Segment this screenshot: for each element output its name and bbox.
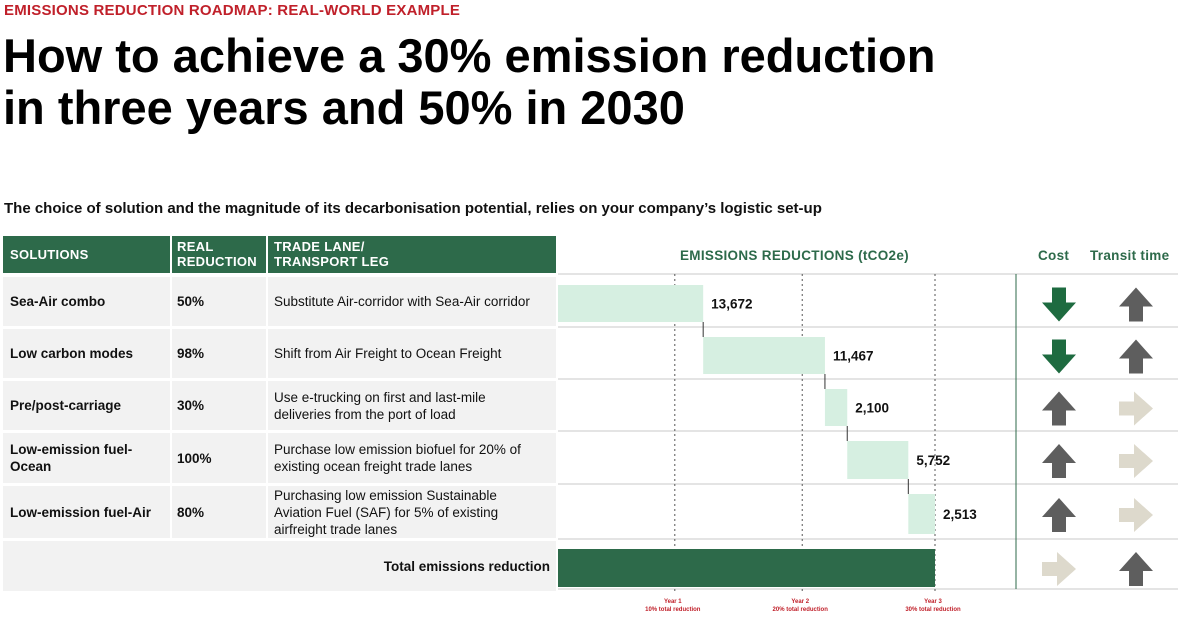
table-row: Low-emission fuel-Air 80% Purchasing low… xyxy=(3,486,556,538)
table-row: Low-emission fuel-Ocean 100% Purchase lo… xyxy=(3,433,556,483)
emissions-column-title: EMISSIONS REDUCTIONS (tCO2e) xyxy=(680,248,909,263)
header-real-reduction: REAL REDUCTION xyxy=(177,239,257,269)
header-real-reduction-line-1: REAL xyxy=(177,239,214,254)
lane-cell: Purchase low emission biofuel for 20% of… xyxy=(274,442,521,474)
column-divider xyxy=(266,433,268,483)
column-divider xyxy=(266,486,268,538)
header-divider xyxy=(266,236,268,273)
table-row: Sea-Air combo 50% Substitute Air-corrido… xyxy=(3,277,556,326)
arrow-up-icon xyxy=(1119,287,1153,322)
arrow-up-icon xyxy=(1042,498,1076,532)
milestone-note: 30% total reduction xyxy=(905,607,961,613)
bar-value-label: 5,752 xyxy=(916,453,950,468)
milestone-label: Year 1 xyxy=(664,599,682,605)
reduction-cell: 100% xyxy=(177,450,212,466)
bar-value-label: 2,513 xyxy=(943,507,977,522)
eyebrow-label: EMISSIONS REDUCTION ROADMAP: REAL-WORLD … xyxy=(4,2,461,19)
reduction-cell: 80% xyxy=(177,504,205,520)
solution-cell: Low-emission fuel-Ocean xyxy=(10,442,133,474)
table-row: Low carbon modes 98% Shift from Air Frei… xyxy=(3,329,556,378)
arrow-right-icon xyxy=(1119,444,1153,478)
column-divider xyxy=(266,329,268,378)
milestone-label: Year 3 xyxy=(924,599,942,605)
reduction-cell: 50% xyxy=(177,294,205,309)
waterfall-bar xyxy=(558,285,704,322)
column-divider xyxy=(170,433,172,483)
lane-cell: Purchasing low emission Sustainable Avia… xyxy=(274,487,499,537)
arrow-down-icon xyxy=(1042,339,1076,374)
milestone-label: Year 2 xyxy=(791,599,809,605)
waterfall-bar xyxy=(824,389,848,426)
arrow-up-icon xyxy=(1042,391,1076,426)
header-trade-lane: TRADE LANE/ TRANSPORT LEG xyxy=(274,239,389,269)
arrow-up-icon xyxy=(1042,444,1076,478)
lane-cell: Shift from Air Freight to Ocean Freight xyxy=(274,346,502,361)
arrow-up-icon xyxy=(1119,339,1153,374)
arrow-right-icon xyxy=(1042,552,1076,586)
milestone-note: 20% total reduction xyxy=(773,607,829,613)
column-divider xyxy=(266,381,268,430)
lane-cell: Use e-trucking on first and last-mile de… xyxy=(274,389,486,422)
reduction-cell: 98% xyxy=(177,346,205,361)
column-divider xyxy=(266,277,268,326)
header-real-reduction-line-2: REDUCTION xyxy=(177,254,257,269)
column-divider xyxy=(170,381,172,430)
total-label: Total emissions reduction xyxy=(383,558,550,574)
bar-value-label: 2,100 xyxy=(855,401,889,416)
arrow-up-icon xyxy=(1119,552,1153,586)
header-divider xyxy=(170,236,172,273)
arrow-right-icon xyxy=(1119,498,1153,532)
page-title: How to achieve a 30% emission reduction … xyxy=(3,30,1103,134)
total-row: Total emissions reduction xyxy=(3,541,556,591)
column-divider xyxy=(170,486,172,538)
subtitle: The choice of solution and the magnitude… xyxy=(4,200,822,217)
cost-column-title: Cost xyxy=(1038,248,1070,263)
table-header: SOLUTIONS REAL REDUCTION TRADE LANE/ TRA… xyxy=(3,236,556,273)
column-divider xyxy=(170,277,172,326)
solution-cell: Low carbon modes xyxy=(10,346,134,361)
header-trade-lane-line-1: TRADE LANE/ xyxy=(274,239,365,254)
header-solutions: SOLUTIONS xyxy=(10,247,89,262)
total-bar xyxy=(558,549,935,587)
waterfall-bar xyxy=(908,494,935,534)
page-title-line-2: in three years and 50% in 2030 xyxy=(3,81,685,134)
waterfall-bar xyxy=(847,441,909,479)
column-divider xyxy=(170,329,172,378)
arrow-down-icon xyxy=(1042,287,1076,322)
milestone-note: 10% total reduction xyxy=(645,607,701,613)
waterfall-bar xyxy=(703,337,825,374)
solution-cell: Pre/post-carriage xyxy=(10,398,122,413)
arrow-right-icon xyxy=(1119,391,1153,426)
solution-cell: Sea-Air combo xyxy=(10,294,106,309)
bar-value-label: 11,467 xyxy=(833,349,874,364)
lane-cell: Substitute Air-corridor with Sea-Air cor… xyxy=(274,294,530,309)
reduction-cell: 30% xyxy=(177,398,205,413)
solution-cell: Low-emission fuel-Air xyxy=(10,504,152,520)
bar-value-label: 13,672 xyxy=(711,297,752,312)
transit-column-title: Transit time xyxy=(1090,248,1170,263)
header-trade-lane-line-2: TRANSPORT LEG xyxy=(274,254,390,269)
table-row: Pre/post-carriage 30% Use e-trucking on … xyxy=(3,381,556,430)
page-title-line-1: How to achieve a 30% emission reduction xyxy=(3,29,936,82)
